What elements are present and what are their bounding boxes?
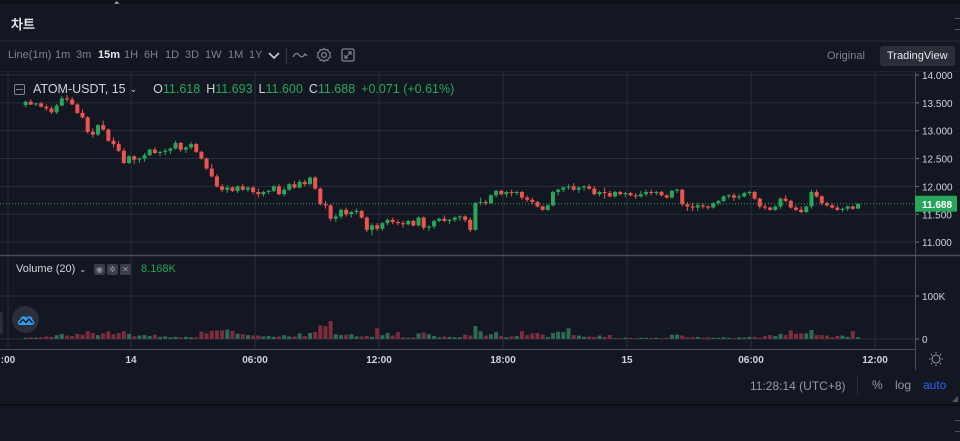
timeframe-1mo[interactable]: 1M [228,49,244,61]
price-tick: 13.500 [922,99,953,110]
time-tick: 12:00 [862,355,888,366]
chart-toolbar: Line(1m) 1m 3m 15m 1H 6H 1D 3D 1W 1M 1Y … [0,42,960,72]
timeframe-15m[interactable]: 15m [98,49,121,61]
chevron-down-icon[interactable] [266,47,282,63]
drawing-toolbar-handle[interactable] [0,312,3,334]
candlestick-chart[interactable]: 14.000 13.500 13.000 12.500 12.000 11.500 11.0… [0,71,960,370]
volume-label[interactable]: Volume (20) [16,263,76,275]
eye-icon[interactable]: ◉ [94,263,106,275]
series-legend: ATOM-USDT, 15 ⌄ O 11.618 H 11.693 L 11.6… [14,82,460,96]
volume-value: 8.168K [141,263,176,275]
volume-tick: 100K [922,292,946,303]
status-divider [857,376,858,394]
collapse-legend-icon[interactable] [14,83,25,95]
log-scale-toggle[interactable]: log [895,378,912,392]
panel-title: 차트 [11,17,35,32]
timeframe-line-1m[interactable]: Line(1m) [8,49,52,61]
timeframe-1m[interactable]: 1m [55,49,71,61]
change-value: +0.071 (+0.61%) [361,82,455,96]
timeframe-1d[interactable]: 1D [165,49,180,61]
cloud-chart-icon [17,315,34,325]
timeframe-6h[interactable]: 6H [144,49,159,61]
volume-legend: Volume (20) ⌄ ◉ ✲ ✕ 8.168K [16,263,176,275]
tradingview-logo[interactable] [12,306,39,333]
high-value: 11.693 [215,82,253,96]
chevron-down-icon[interactable]: ⌄ [129,83,138,94]
volume-tick: 0 [922,335,928,346]
symbol-label[interactable]: ATOM-USDT, 15 [33,82,126,96]
price-tick: 11.500 [922,210,952,221]
status-bar: 11:28:14 (UTC+8) % log auto [0,370,960,406]
close-value: 11.688 [317,82,356,96]
close-label: C [308,82,318,96]
percent-scale-toggle[interactable]: % [872,378,883,392]
chart-settings-icon[interactable] [929,352,943,366]
time-tick: 06:00 [242,355,268,366]
time-tick: 06:00 [738,355,764,366]
time-tick: 14 [125,355,137,366]
time-tick: :00 [1,355,16,366]
price-tick: 12.000 [922,182,953,193]
time-tick: 12:00 [366,355,392,366]
gear-icon[interactable]: ✲ [107,263,119,275]
price-tick: 11.000 [922,238,952,249]
resize-handle-icon[interactable] [952,396,958,402]
chevron-down-icon[interactable]: ⌄ [79,264,87,274]
auto-scale-toggle[interactable]: auto [923,378,947,392]
menu-icon[interactable] [955,18,960,30]
last-price-label: 11.688 [922,200,952,211]
indicator-icon[interactable] [292,47,308,63]
bottom-panel [0,406,960,441]
panel-header: 차트 [0,4,960,42]
price-tick: 13.000 [922,127,953,138]
view-original-button[interactable]: Original [827,50,865,62]
price-tick: 12.500 [922,155,953,166]
timeframe-1h[interactable]: 1H [124,49,139,61]
view-tradingview-button[interactable]: TradingView [880,46,955,66]
fullscreen-icon[interactable] [340,47,356,63]
price-tick: 14.000 [922,72,953,82]
time-tick: 18:00 [490,355,516,366]
gear-icon[interactable] [316,47,332,63]
low-label: L [258,82,266,96]
toolbar-divider [286,48,287,64]
close-icon[interactable]: ✕ [120,263,132,275]
chart-area[interactable]: 14.000 13.500 13.000 12.500 12.000 11.500 11.0… [0,71,960,370]
clock: 11:28:14 (UTC+8) [750,379,846,393]
menu-icon[interactable] [955,420,960,432]
high-label: H [206,82,216,96]
timeframe-3d[interactable]: 3D [185,49,200,61]
timeframe-3m[interactable]: 3m [76,49,92,61]
open-label: O [153,82,163,96]
timeframe-1y[interactable]: 1Y [249,49,263,61]
open-value: 11.618 [162,82,201,96]
low-value: 11.600 [265,82,303,96]
time-tick: 15 [621,355,633,366]
window-top-edge [0,0,960,4]
timeframe-1w[interactable]: 1W [205,49,222,61]
